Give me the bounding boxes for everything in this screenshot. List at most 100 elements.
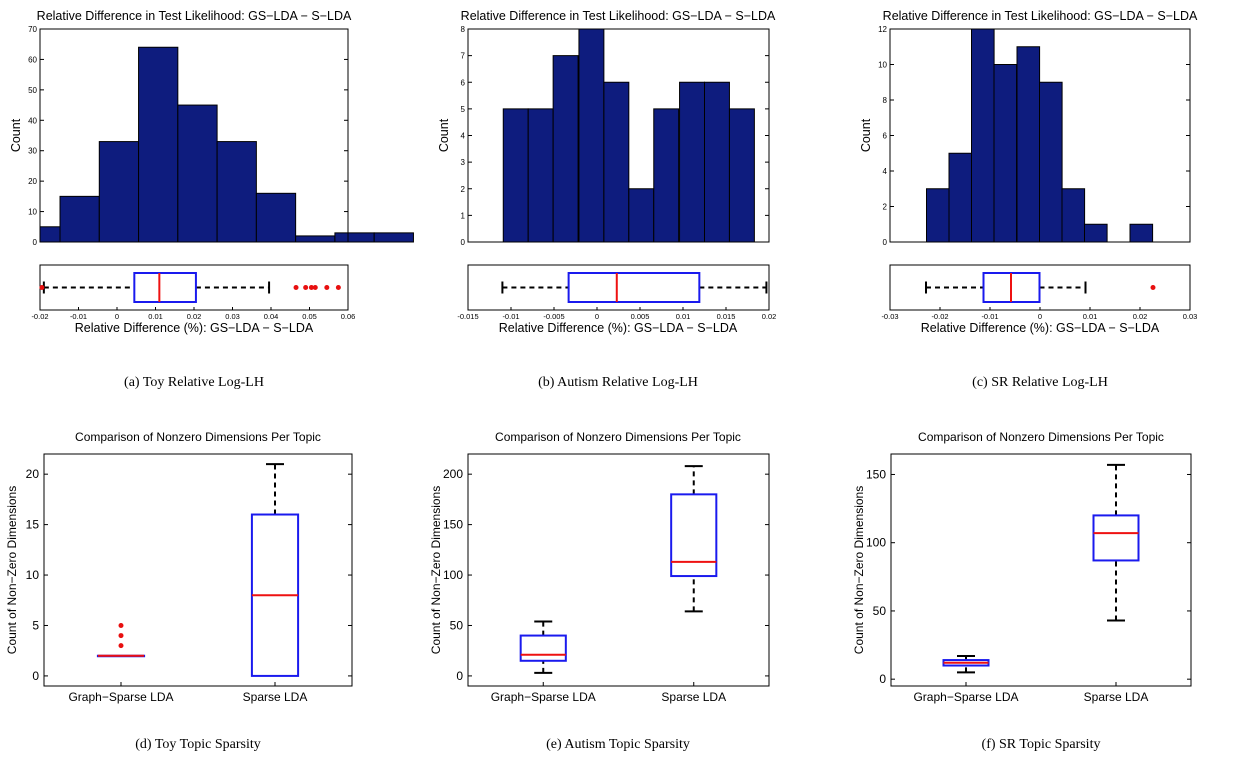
- histogram-bar: [295, 235, 336, 243]
- histogram-bar: [552, 55, 579, 243]
- boxplot-strip-b: -0.015 -0.01 -0.005 0 0.005 0.01 0.015 0.02 Rela…: [457, 264, 777, 335]
- histogram-bar: [255, 192, 297, 243]
- x-tick-label: 0.015: [717, 312, 736, 321]
- x-tick-label: 0: [1038, 312, 1042, 321]
- histogram-panel-b: Relative Difference in Test Likelihood: …: [437, 9, 776, 247]
- x-tick-label: 0: [595, 312, 599, 321]
- boxplot-frame: [39, 264, 349, 311]
- boxplot-panel-f: Comparison of Nonzero Dimensions Per Top…: [852, 430, 1192, 704]
- y-tick-label: 0: [32, 669, 39, 683]
- x-tick-label: 0.03: [1183, 312, 1198, 321]
- y-tick-label: 20: [26, 467, 40, 481]
- y-tick-label: 30: [28, 147, 37, 156]
- y-tick-label: 0: [461, 238, 466, 247]
- boxplot-xlabel: Relative Difference (%): GS−LDA − S−LDA: [499, 321, 738, 335]
- x-tick-label: -0.01: [981, 312, 998, 321]
- histogram-bar: [59, 195, 100, 243]
- boxplot-outlier: [39, 285, 45, 290]
- caption-f: (f) SR Topic Sparsity: [982, 737, 1101, 752]
- boxplot-frame: [890, 453, 1192, 687]
- boxplot-outlier: [303, 285, 309, 290]
- y-tick-label: 5: [32, 618, 39, 632]
- caption-b: (b) Autism Relative Log-LH: [538, 375, 698, 390]
- x-tick-label: -0.01: [70, 312, 87, 321]
- x-tick-label: 0.02: [762, 312, 777, 321]
- histogram-bar: [1039, 81, 1063, 243]
- boxplot-frame: [467, 453, 770, 687]
- x-tick-label: 0.05: [302, 312, 317, 321]
- y-tick-label: 2: [883, 203, 888, 212]
- histogram-ylabel: Count: [437, 118, 451, 152]
- y-tick-label: 8: [461, 25, 466, 34]
- y-tick-label: 0: [879, 672, 886, 686]
- category-label: Graph−Sparse LDA: [913, 690, 1018, 704]
- y-tick-label: 10: [26, 568, 40, 582]
- boxplot-title: Comparison of Nonzero Dimensions Per Top…: [75, 430, 321, 444]
- boxplot-xlabel: Relative Difference (%): GS−LDA − S−LDA: [921, 321, 1160, 335]
- boxplot-outlier: [308, 285, 314, 290]
- boxplot-panel-d: Comparison of Nonzero Dimensions Per Top…: [5, 430, 353, 704]
- y-tick-label: 6: [461, 78, 466, 87]
- boxplot-frame: [43, 453, 353, 687]
- x-tick-label: -0.005: [543, 312, 564, 321]
- histogram-bar: [1129, 223, 1154, 243]
- boxplot-outlier: [335, 285, 341, 290]
- y-tick-label: 3: [461, 158, 466, 167]
- histogram-bar: [926, 188, 950, 243]
- histogram-ylabel: Count: [859, 118, 873, 152]
- boxplot-box: [567, 272, 701, 303]
- boxplot-outlier: [312, 285, 318, 290]
- y-tick-label: 2: [461, 185, 466, 194]
- histogram-frame: [39, 28, 349, 243]
- x-tick-label: 0.01: [676, 312, 691, 321]
- histogram-bar: [1016, 46, 1041, 243]
- x-tick-label: -0.02: [931, 312, 948, 321]
- boxplot-outlier: [118, 622, 124, 628]
- y-tick-label: 0: [33, 238, 38, 247]
- boxplot-ylabel: Count of Non−Zero Dimensions: [5, 486, 19, 654]
- caption-d: (d) Toy Topic Sparsity: [135, 737, 260, 752]
- category-label: Sparse LDA: [243, 690, 308, 704]
- boxplot-strip-c: -0.03 -0.02 -0.01 0 0.01 0.02 0.03 Relative Dif…: [881, 264, 1198, 335]
- x-tick-label: 0: [115, 312, 119, 321]
- y-tick-label: 150: [866, 467, 886, 481]
- histogram-bar: [993, 64, 1018, 243]
- x-tick-label: 0.005: [631, 312, 650, 321]
- histogram-ylabel: Count: [9, 118, 23, 152]
- y-tick-label: 0: [456, 669, 463, 683]
- boxplot-outlier: [293, 285, 299, 290]
- histogram-bar: [653, 108, 680, 243]
- histogram-bar: [603, 81, 630, 243]
- y-tick-label: 100: [443, 568, 463, 582]
- caption-e: (e) Autism Topic Sparsity: [546, 737, 690, 752]
- x-tick-label: -0.02: [31, 312, 48, 321]
- x-tick-label: 0.02: [187, 312, 202, 321]
- histogram-bar: [502, 108, 529, 243]
- histogram-bar: [177, 104, 218, 243]
- y-tick-label: 8: [883, 96, 888, 105]
- boxplot-outlier: [1150, 285, 1156, 290]
- y-tick-label: 50: [873, 604, 887, 618]
- category-label: Graph−Sparse LDA: [491, 690, 596, 704]
- boxplot-frame: [467, 264, 770, 311]
- boxplot-ylabel: Count of Non−Zero Dimensions: [429, 486, 443, 654]
- x-tick-label: -0.01: [502, 312, 519, 321]
- y-tick-label: 12: [878, 25, 887, 34]
- y-tick-label: 4: [883, 167, 888, 176]
- y-tick-label: 7: [461, 52, 466, 61]
- histogram-bar: [704, 81, 730, 243]
- category-label: Sparse LDA: [661, 690, 726, 704]
- histogram-bar: [679, 81, 705, 243]
- histogram-bar: [948, 152, 973, 243]
- caption-a: (a) Toy Relative Log-LH: [124, 375, 264, 390]
- histogram-bar: [373, 232, 414, 243]
- y-tick-label: 1: [461, 211, 466, 220]
- boxplot-outlier: [118, 643, 124, 649]
- boxplot-panel-e: Comparison of Nonzero Dimensions Per Top…: [429, 430, 770, 704]
- boxplot-box: [519, 634, 567, 662]
- boxplot-xlabel: Relative Difference (%): GS−LDA − S−LDA: [75, 321, 314, 335]
- y-tick-label: 10: [878, 61, 887, 70]
- x-tick-label: 0.01: [1083, 312, 1098, 321]
- y-tick-label: 20: [28, 177, 37, 186]
